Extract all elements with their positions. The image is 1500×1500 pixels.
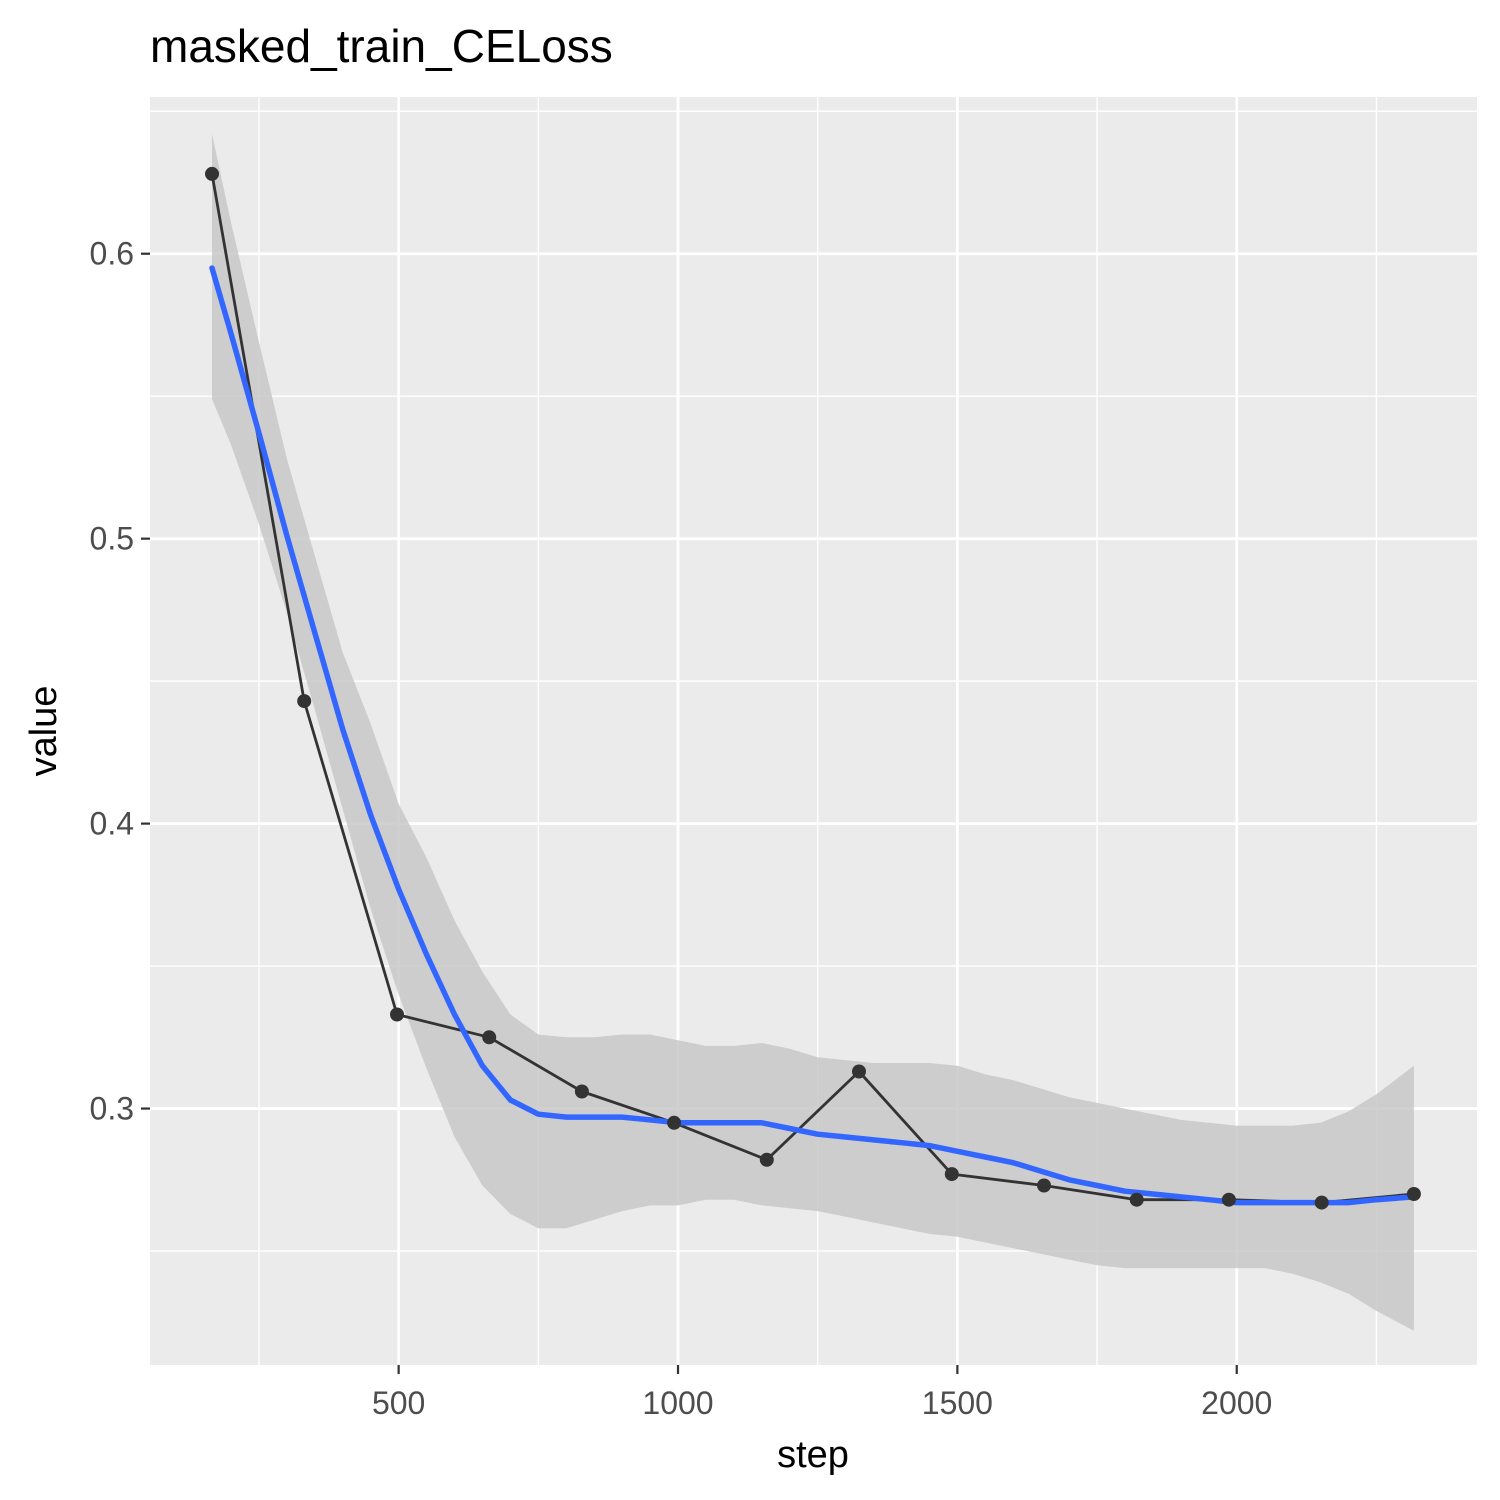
data-point: [205, 166, 219, 181]
data-point: [852, 1064, 866, 1079]
y-tick-label: 0.3: [90, 1091, 134, 1127]
y-tick-label: 0.4: [90, 806, 134, 842]
data-points-layer: [205, 166, 1421, 1210]
data-point: [667, 1115, 682, 1130]
data-point: [390, 1007, 404, 1022]
confidence-band-layer: [212, 134, 1414, 1331]
minor-gridlines: [150, 97, 1477, 1365]
x-tick-label: 1500: [922, 1385, 993, 1421]
data-point: [1129, 1192, 1144, 1207]
data-point: [944, 1167, 959, 1182]
data-point: [1314, 1195, 1329, 1210]
x-axis-ticks: 500 1000 1500 2000: [372, 1365, 1272, 1421]
data-point: [482, 1030, 497, 1045]
x-tick-label: 1000: [642, 1385, 713, 1421]
y-tick-label: 0.6: [90, 236, 134, 272]
x-axis-title: step: [777, 1434, 849, 1476]
x-tick-label: 2000: [1201, 1385, 1272, 1421]
smooth-line-layer: [209, 265, 1417, 1206]
chart-title: masked_train_CELoss: [150, 20, 613, 72]
data-point: [1037, 1178, 1051, 1193]
data-point: [1221, 1192, 1236, 1207]
data-point: [1406, 1187, 1421, 1201]
y-axis-title: value: [23, 686, 65, 777]
data-point: [759, 1152, 774, 1167]
y-tick-label: 0.5: [90, 521, 134, 557]
confidence-band: [212, 134, 1414, 1331]
x-tick-label: 500: [372, 1385, 425, 1421]
data-point: [574, 1084, 589, 1099]
y-axis-ticks: 0.3 0.4 0.5 0.6: [90, 236, 150, 1127]
smooth-line: [209, 265, 1417, 1206]
data-point: [297, 694, 312, 709]
